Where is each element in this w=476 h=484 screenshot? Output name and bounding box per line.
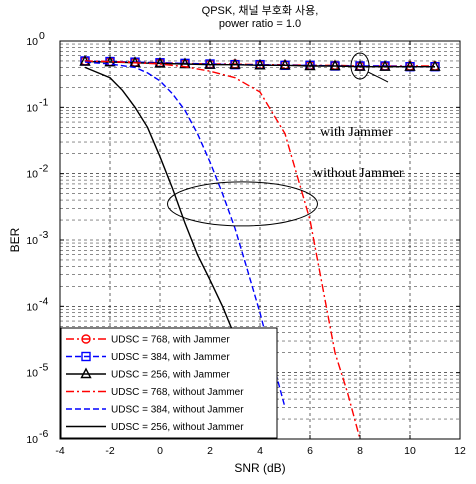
- series-5: [84, 61, 286, 408]
- marker-square: [81, 351, 91, 362]
- marker-triangle: [354, 60, 366, 71]
- y-axis-label: BER: [8, 227, 22, 252]
- y-tick-label-exponent: -2: [39, 163, 48, 175]
- series-line: [84, 60, 435, 68]
- series-layer: [79, 55, 441, 439]
- x-tick-label: 4: [257, 445, 263, 457]
- y-tick-label: 10: [26, 169, 38, 181]
- chart-title-line2: power ratio = 1.0: [219, 18, 301, 30]
- legend-label: UDSC = 384, without Jammer: [111, 405, 244, 416]
- y-tick-label: 10: [26, 434, 38, 446]
- legend-label: UDSC = 768, without Jammer: [111, 387, 244, 398]
- marker-triangle: [229, 58, 241, 69]
- x-tick-label: -4: [55, 445, 64, 457]
- annotation-without-jammer: without Jammer: [313, 166, 404, 181]
- y-tick-label: 10: [26, 301, 38, 313]
- series-line: [84, 60, 361, 439]
- y-tick-label: 10: [26, 235, 38, 247]
- annotation-layer: with Jammer without Jammer: [167, 52, 404, 227]
- y-tick-label: 10: [26, 368, 38, 380]
- y-tick-label-exponent: -1: [39, 96, 48, 108]
- legend-label: UDSC = 768, with Jammer: [111, 335, 230, 346]
- x-tick-label: 2: [207, 445, 213, 457]
- y-tick-label-exponent: -5: [39, 362, 48, 374]
- legend-entry: UDSC = 768, without Jammer: [66, 387, 244, 398]
- legend: UDSC = 768, with Jammer UDSC = 384, with …: [60, 327, 278, 439]
- marker-triangle: [80, 367, 92, 379]
- x-tick-label: 6: [307, 445, 313, 457]
- x-tick-label: 8: [357, 445, 363, 457]
- marker-circle: [81, 334, 91, 344]
- annotation-pointer: [367, 71, 389, 83]
- series-4: [84, 60, 361, 439]
- x-axis-label: SNR (dB): [234, 461, 285, 475]
- marker-triangle: [154, 56, 166, 68]
- y-tick-label-exponent: -3: [39, 229, 48, 241]
- marker-triangle: [279, 58, 291, 70]
- chart-title-line1: QPSK, 채널 부호화 사용,: [202, 4, 319, 17]
- marker-triangle: [254, 58, 266, 70]
- legend-entry: UDSC = 384, without Jammer: [66, 405, 244, 416]
- legend-entry: UDSC = 768, with Jammer: [66, 334, 230, 346]
- marker-triangle: [129, 56, 141, 67]
- y-tick-label: 10: [26, 102, 38, 114]
- y-tick-label-exponent: 0: [39, 30, 45, 42]
- marker-triangle: [329, 59, 341, 71]
- x-tick-label: 12: [454, 445, 466, 457]
- y-tick-label: 10: [26, 36, 38, 48]
- x-tick-label: 0: [157, 445, 163, 457]
- y-tick-label-exponent: -4: [39, 295, 48, 307]
- legend-entry: UDSC = 256, with Jammer: [66, 367, 230, 381]
- marker-triangle: [304, 59, 316, 71]
- legend-box: [60, 327, 278, 439]
- series-line: [84, 61, 286, 408]
- legend-entry: UDSC = 384, with Jammer: [66, 351, 230, 363]
- annotation-with-jammer: with Jammer: [320, 125, 393, 140]
- annotation-ellipse-with-jammer: [350, 52, 370, 80]
- y-tick-label-exponent: -6: [39, 428, 48, 440]
- x-tick-label: -2: [105, 445, 114, 457]
- legend-entry: UDSC = 256, without Jammer: [66, 422, 244, 433]
- marker-triangle: [404, 60, 416, 71]
- marker-triangle: [204, 58, 216, 69]
- annotation-ellipse-without-jammer: [167, 181, 318, 227]
- marker-triangle: [179, 57, 191, 69]
- marker-triangle: [429, 60, 441, 71]
- legend-label: UDSC = 384, with Jammer: [111, 352, 230, 363]
- marker-triangle: [379, 60, 391, 71]
- x-tick-label: 10: [404, 445, 416, 457]
- legend-label: UDSC = 256, without Jammer: [111, 422, 244, 433]
- legend-label: UDSC = 256, with Jammer: [111, 370, 230, 381]
